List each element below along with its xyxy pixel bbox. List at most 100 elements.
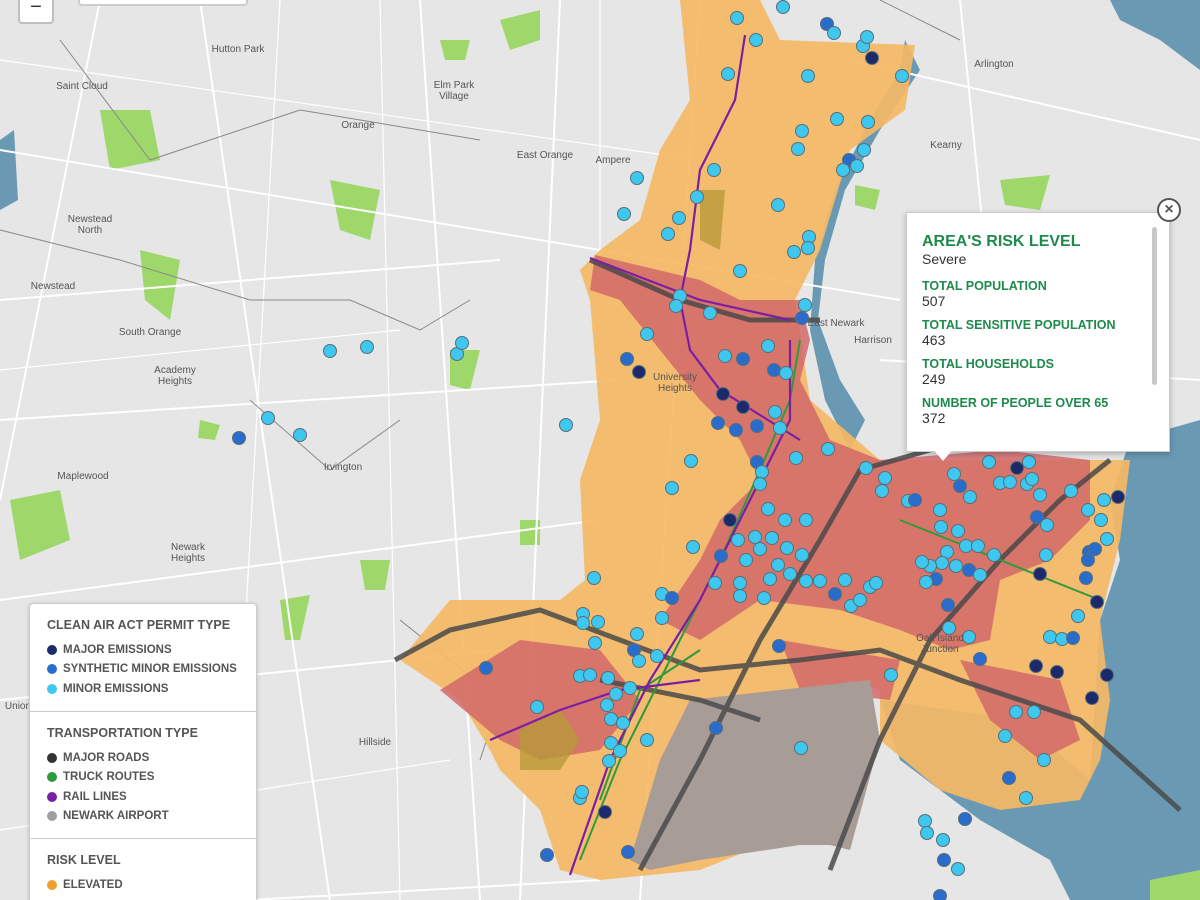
emission-site (753, 477, 767, 491)
field-label: TOTAL HOUSEHOLDS (922, 357, 1054, 371)
emission-site (798, 298, 812, 312)
legend-label: MAJOR ROADS (63, 751, 150, 764)
emission-site (768, 405, 782, 419)
emission-site (632, 654, 646, 668)
emission-site (588, 636, 602, 650)
emission-site (733, 264, 747, 278)
emission-site (850, 159, 864, 173)
emission-site (709, 721, 723, 735)
emission-site (962, 630, 976, 644)
emission-site (609, 687, 623, 701)
emission-site (763, 572, 777, 586)
field-label: TOTAL POPULATION (922, 279, 1047, 293)
field-value: 463 (922, 332, 946, 348)
place-label-line: Heights (171, 553, 205, 564)
place-label-line: Saint Cloud (56, 81, 108, 92)
emission-site (857, 143, 871, 157)
emission-site (1027, 705, 1041, 719)
place-label: Orange (341, 120, 375, 131)
legend-swatch (47, 879, 57, 890)
emission-site (941, 598, 955, 612)
place-label-line: East Newark (808, 318, 866, 329)
legend-label: RAIL LINES (63, 790, 127, 803)
emission-site (665, 481, 679, 495)
emission-site (1040, 518, 1054, 532)
place-label-line: Heights (158, 376, 192, 387)
emission-site (971, 539, 985, 553)
emission-site (1094, 513, 1108, 527)
legend-section: CLEAN AIR ACT PERMIT TYPE MAJOR EMISSIONS… (30, 604, 256, 712)
major-road (393, 257, 1182, 872)
place-label: Arlington (974, 59, 1013, 70)
emission-site (623, 681, 637, 695)
place-label: Ampere (595, 155, 630, 166)
legend-swatch (47, 791, 57, 802)
emission-site (1002, 771, 1016, 785)
legend-swatch (47, 752, 57, 763)
place-label-line: Hillside (359, 737, 392, 748)
emission-site (787, 245, 801, 259)
place-label: Elm Park Village (434, 80, 476, 102)
emission-site (859, 461, 873, 475)
place-label-line: South Orange (119, 327, 182, 338)
emission-site (951, 862, 965, 876)
place-label-line: Kearny (930, 140, 962, 151)
emission-site (684, 454, 698, 468)
emission-site (772, 639, 786, 653)
place-label: Union (5, 701, 31, 712)
emission-site (933, 503, 947, 517)
emission-site (838, 573, 852, 587)
emission-points (232, 0, 1125, 900)
place-label: Irvington (324, 462, 362, 473)
rail-line (489, 34, 801, 876)
legend-label: MAJOR EMISSIONS (63, 643, 172, 656)
emission-site (583, 668, 597, 682)
emission-site (601, 671, 615, 685)
emission-site (1043, 630, 1057, 644)
legend-label: ELEVATED (63, 878, 123, 891)
emission-site (773, 421, 787, 435)
emission-site (1003, 475, 1017, 489)
place-label-line: Junction (921, 644, 958, 655)
emission-site (953, 479, 967, 493)
legend-item: NEWARK AIRPORT (47, 807, 256, 827)
emission-site (718, 349, 732, 363)
emission-site (949, 559, 963, 573)
emission-site (920, 826, 934, 840)
emission-site (801, 69, 815, 83)
place-label: Maplewood (57, 471, 108, 482)
emission-site (767, 363, 781, 377)
emission-site (813, 574, 827, 588)
emission-site (919, 575, 933, 589)
legend-item: MAJOR ROADS (47, 748, 256, 768)
emission-site (875, 484, 889, 498)
place-label-line: Newstead (68, 214, 112, 225)
place-label-line: Heights (658, 383, 692, 394)
emission-site (1019, 791, 1033, 805)
emission-site (617, 207, 631, 221)
scrollbar[interactable] (1152, 227, 1157, 385)
popup-tip (933, 449, 953, 461)
emission-site (604, 736, 618, 750)
emission-site (795, 311, 809, 325)
emission-site (778, 513, 792, 527)
emission-site (708, 576, 722, 590)
legend-item: RAIL LINES (47, 787, 256, 807)
emission-site (723, 513, 737, 527)
legend: CLEAN AIR ACT PERMIT TYPE MAJOR EMISSIONS… (29, 603, 257, 900)
zoom-out-button[interactable]: − (18, 0, 54, 24)
close-popup-button[interactable]: × (1157, 198, 1181, 222)
emission-site (799, 513, 813, 527)
legend-section-title: RISK LEVEL (47, 853, 121, 868)
emission-site (1037, 753, 1051, 767)
risk-value: Severe (922, 251, 967, 267)
emission-site (1085, 691, 1099, 705)
place-label-line: Newark (171, 542, 206, 553)
place-label-line: Maplewood (57, 471, 108, 482)
place-label: Oak Island Junction (916, 633, 964, 655)
emission-site (591, 615, 605, 629)
place-label: Saint Cloud (56, 81, 108, 92)
emission-site (731, 533, 745, 547)
emission-site (757, 591, 771, 605)
